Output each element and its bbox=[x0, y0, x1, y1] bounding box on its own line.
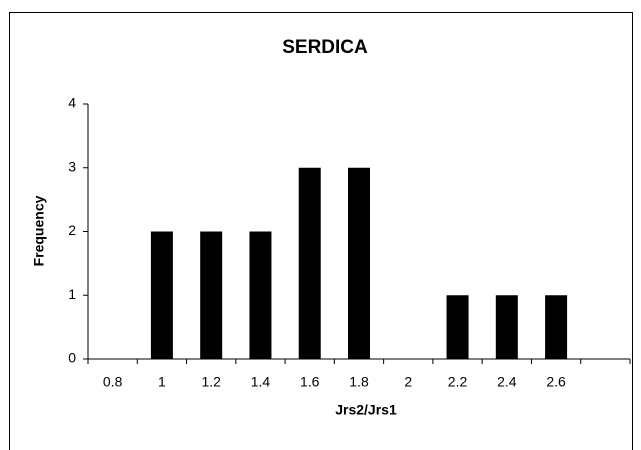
y-tick-label: 3 bbox=[68, 158, 76, 174]
bar bbox=[200, 231, 223, 359]
y-tick-label: 4 bbox=[68, 95, 76, 111]
x-tick-label: 2.6 bbox=[546, 374, 566, 390]
x-tick-label: 1.8 bbox=[349, 374, 369, 390]
x-tick-label: 1.4 bbox=[251, 374, 271, 390]
y-tick-label: 2 bbox=[68, 222, 76, 238]
chart-frame bbox=[9, 12, 633, 450]
bar bbox=[249, 231, 272, 359]
x-tick-label: 1.2 bbox=[201, 374, 221, 390]
chart-title: SERDICA bbox=[282, 37, 368, 58]
x-axis-label: Jrs2/Jrs1 bbox=[335, 402, 397, 418]
y-tick-label: 1 bbox=[68, 286, 76, 302]
bar bbox=[545, 295, 568, 359]
y-tick-label: 0 bbox=[68, 350, 76, 366]
bar bbox=[446, 295, 469, 359]
x-tick-label: 2.2 bbox=[448, 374, 468, 390]
x-tick-label: 1 bbox=[158, 374, 166, 390]
bar bbox=[495, 295, 518, 359]
x-tick-label: 2 bbox=[404, 374, 412, 390]
y-axis-label: Frequency bbox=[31, 195, 47, 266]
bar bbox=[150, 231, 173, 359]
x-tick-label: 0.8 bbox=[103, 374, 123, 390]
bar bbox=[348, 167, 370, 359]
x-tick-label: 2.4 bbox=[497, 374, 517, 390]
bar bbox=[298, 167, 321, 359]
x-tick-label: 1.6 bbox=[300, 374, 320, 390]
